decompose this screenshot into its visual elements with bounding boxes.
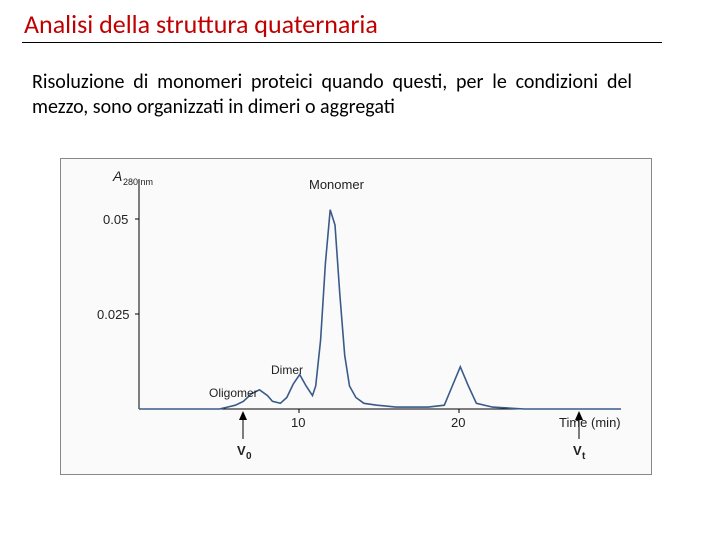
- v0-arrow-head: [239, 411, 247, 420]
- vt-label-sub: t: [582, 451, 586, 462]
- chromatogram-line: [139, 210, 621, 409]
- title-underline: [22, 42, 662, 43]
- y-tick-label-1: 0.025: [97, 307, 130, 322]
- monomer-label: Monomer: [309, 177, 365, 192]
- chromatogram-chart: A 280 nm 0.025 0.05 10 20 Time (min) V 0…: [60, 158, 652, 475]
- x-tick-label-1: 10: [291, 415, 305, 430]
- y-axis-label-sub: 280 nm: [123, 177, 153, 187]
- dimer-label: Dimer: [271, 363, 303, 377]
- chart-svg: A 280 nm 0.025 0.05 10 20 Time (min) V 0…: [61, 159, 651, 474]
- page-title: Analisi della struttura quaternaria: [24, 8, 378, 40]
- subtitle-text: Risoluzione di monomeri proteici quando …: [32, 70, 632, 120]
- y-axis-label: A: [112, 168, 122, 184]
- v0-label: V: [237, 443, 246, 458]
- vt-label: V: [573, 443, 582, 458]
- oligomer-label: Oligomer: [209, 386, 258, 400]
- x-axis-label: Time (min): [559, 415, 621, 430]
- y-tick-label-2: 0.05: [103, 212, 128, 227]
- x-tick-label-2: 20: [451, 415, 465, 430]
- v0-label-sub: 0: [246, 451, 252, 462]
